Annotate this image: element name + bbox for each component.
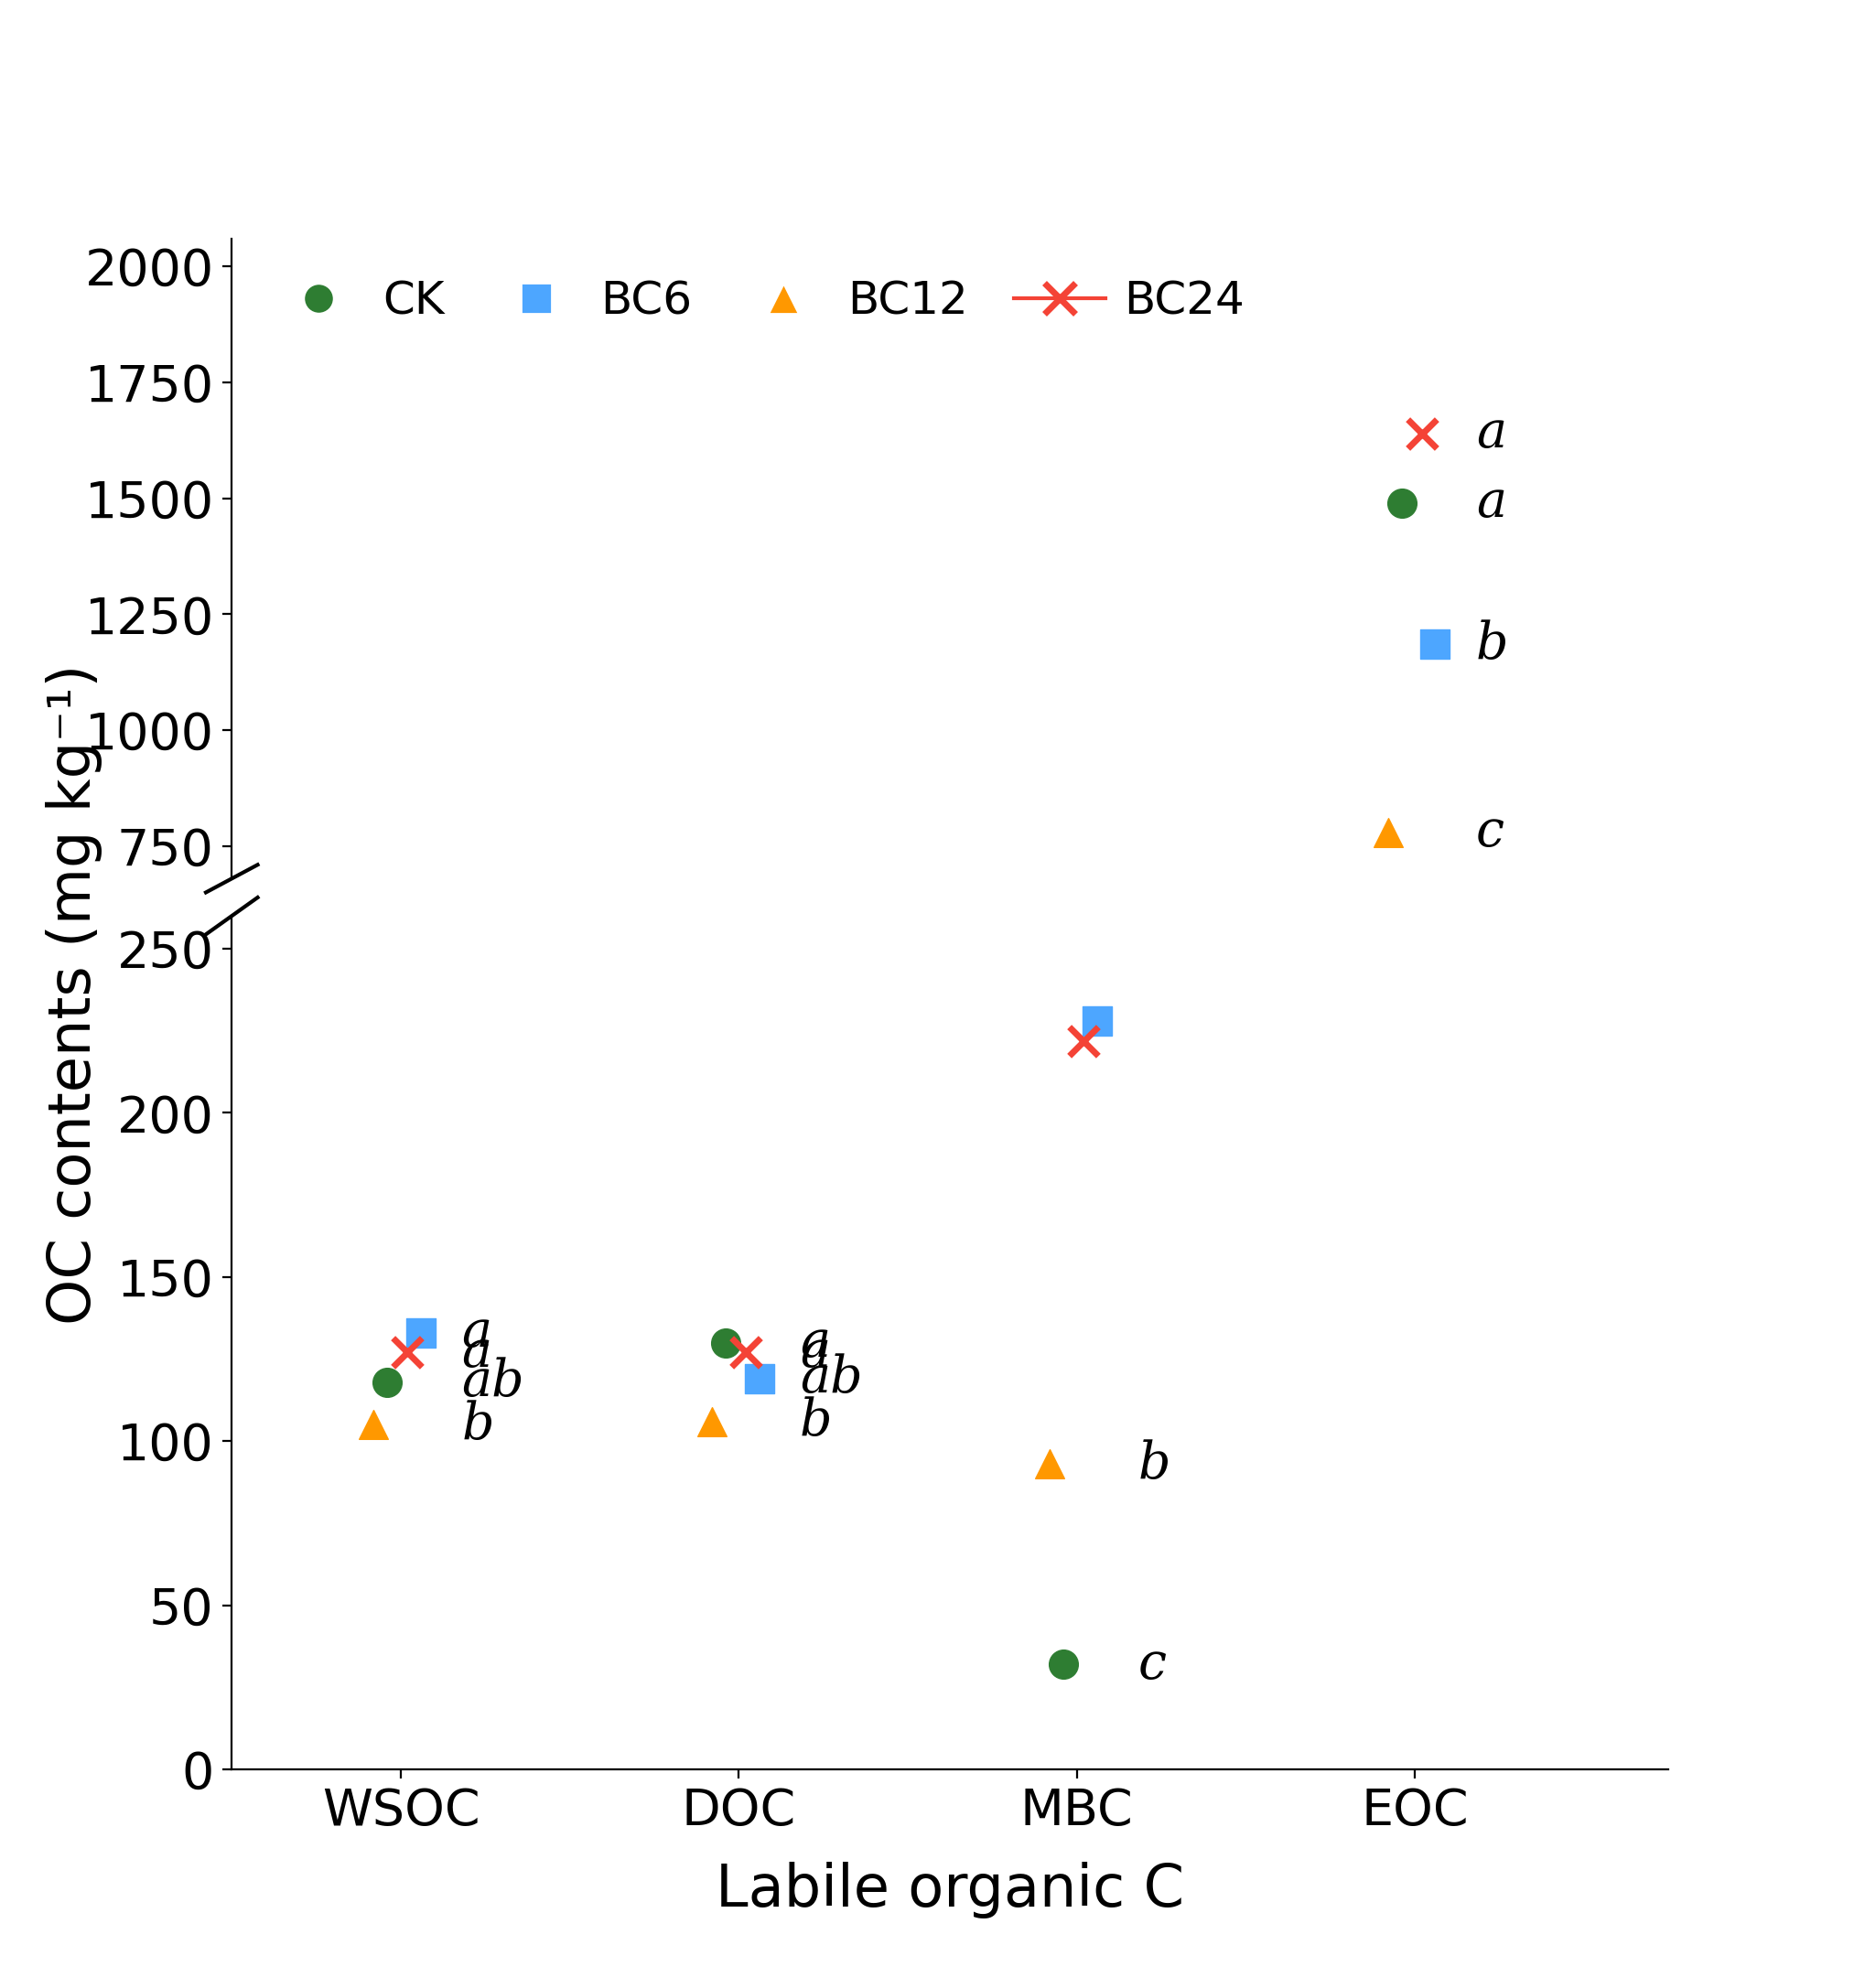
Point	[393, 1336, 423, 1368]
Point	[710, 1326, 740, 1358]
Text: a: a	[799, 1328, 831, 1378]
Point	[406, 1316, 436, 1348]
Text: a: a	[1476, 408, 1505, 459]
Text: a: a	[1138, 1070, 1168, 1119]
Text: a: a	[799, 1318, 831, 1368]
Text: b: b	[1476, 620, 1509, 670]
Point	[1049, 1648, 1079, 1680]
Point	[710, 1117, 740, 1149]
Point	[1083, 1072, 1112, 1103]
Point	[697, 1406, 727, 1437]
Legend: CK, BC6, BC12, BC24: CK, BC6, BC12, BC24	[254, 262, 1263, 342]
X-axis label: Labile organic C: Labile organic C	[716, 1863, 1185, 1918]
Point	[1083, 1006, 1112, 1038]
Point	[743, 1364, 773, 1396]
Point	[730, 1119, 760, 1151]
Text: ab: ab	[462, 1358, 525, 1408]
Point	[1070, 1024, 1099, 1056]
Point	[730, 1336, 760, 1368]
Point	[697, 1129, 727, 1161]
Point	[1387, 487, 1416, 519]
Text: a: a	[1138, 1064, 1168, 1113]
Point	[1374, 817, 1403, 849]
Point	[373, 1123, 402, 1155]
Text: a: a	[1476, 477, 1505, 529]
Point	[1420, 628, 1450, 660]
Point	[360, 1409, 389, 1441]
Text: OC contents (mg kg⁻¹): OC contents (mg kg⁻¹)	[46, 664, 102, 1324]
Point	[1070, 1076, 1099, 1107]
Point	[1407, 417, 1437, 449]
Point	[1049, 1163, 1079, 1195]
Point	[1035, 1135, 1064, 1167]
Point	[1035, 1447, 1064, 1479]
Text: b: b	[1138, 1439, 1170, 1489]
Text: a: a	[462, 1328, 491, 1378]
Text: c: c	[1138, 1640, 1166, 1690]
Text: b: b	[799, 1396, 832, 1447]
Point	[743, 1123, 773, 1155]
Point	[360, 1129, 389, 1161]
Point	[373, 1366, 402, 1398]
Point	[406, 1117, 436, 1149]
Text: a: a	[462, 1308, 491, 1358]
Text: ab: ab	[799, 1354, 862, 1404]
Point	[393, 1119, 423, 1151]
Text: c: c	[1476, 807, 1504, 857]
Text: b: b	[462, 1400, 495, 1449]
